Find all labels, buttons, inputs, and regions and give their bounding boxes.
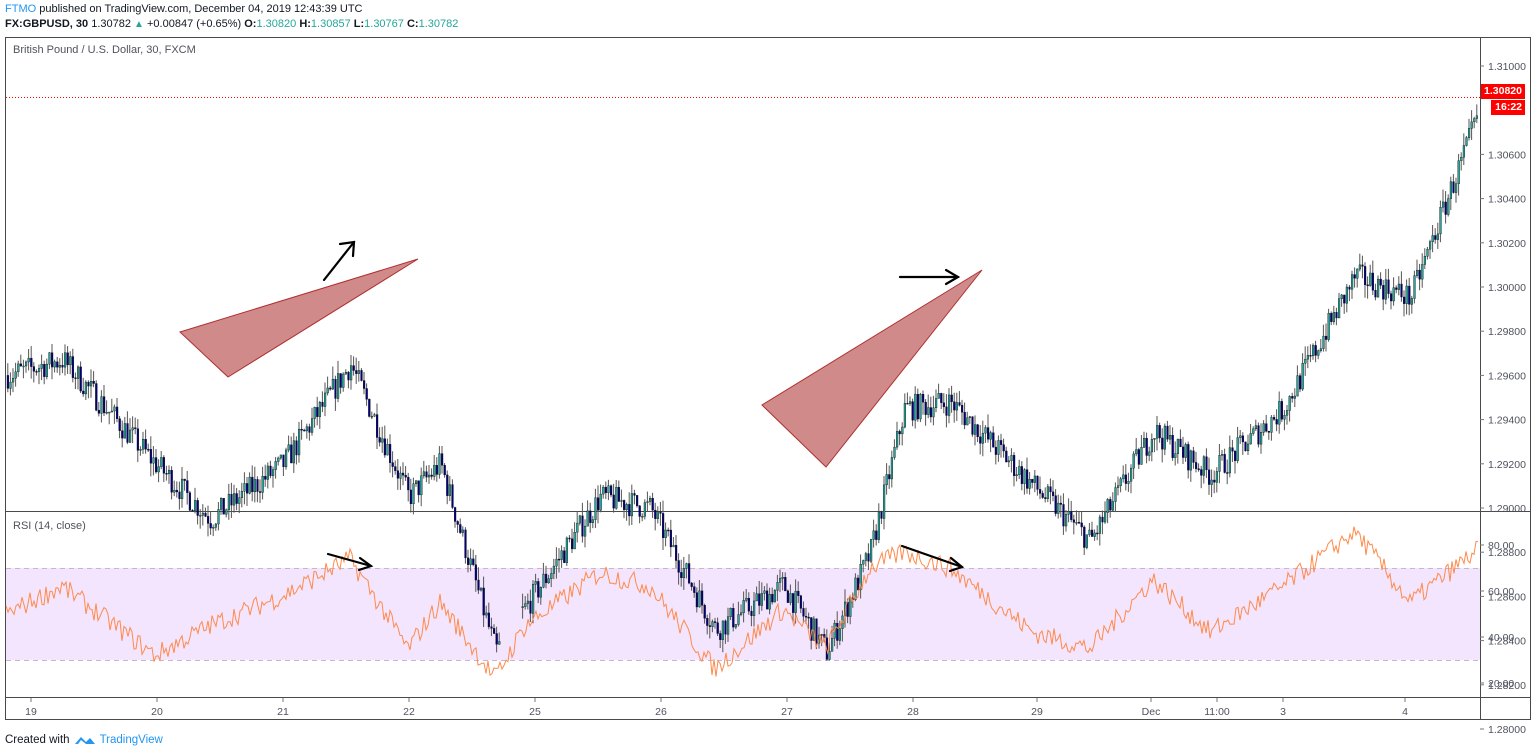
price-tick-label: 1.28000 bbox=[1488, 724, 1526, 736]
tradingview-link[interactable]: TradingView bbox=[99, 734, 163, 746]
arrow-up-right-icon[interactable] bbox=[322, 240, 356, 282]
time-tick-label: 4 bbox=[1402, 706, 1408, 718]
rsi-arrow-down-right-icon-1[interactable] bbox=[326, 552, 374, 572]
price-tick-label: 1.30400 bbox=[1488, 194, 1526, 206]
high-label: H: bbox=[299, 18, 311, 30]
countdown-tag: 16:22 bbox=[1491, 100, 1525, 115]
price-tick-label: 1.28200 bbox=[1488, 680, 1526, 692]
rising-wedge-pattern-1[interactable] bbox=[179, 258, 419, 378]
time-tick-label: 28 bbox=[907, 706, 919, 718]
price-tick-label: 1.30600 bbox=[1488, 149, 1526, 161]
rising-wedge-pattern-2[interactable] bbox=[761, 269, 983, 468]
high-value: 1.30857 bbox=[310, 18, 351, 30]
arrow-annotations bbox=[322, 240, 965, 573]
time-tick-label: 3 bbox=[1280, 706, 1286, 718]
last-price: 1.30782 bbox=[91, 18, 131, 30]
arrow-right-icon[interactable] bbox=[898, 268, 961, 286]
publisher-link[interactable]: FTMO bbox=[5, 3, 37, 15]
symbol-info-line: FX:GBPUSD, 30 1.30782 ▲ +0.00847 (+0.65%… bbox=[5, 18, 458, 30]
low-label: L: bbox=[353, 18, 365, 30]
price-tick-label: 1.31000 bbox=[1488, 61, 1526, 73]
price-tick-label: 1.28600 bbox=[1488, 591, 1526, 603]
time-tick-label: 25 bbox=[529, 706, 541, 718]
price-tick-label: 1.28400 bbox=[1488, 636, 1526, 648]
rsi-tick-label: 40.00 bbox=[1488, 632, 1514, 644]
rsi-tick-label: 80.00 bbox=[1488, 540, 1514, 552]
rsi-arrow-down-right-icon-2[interactable] bbox=[900, 544, 965, 573]
up-arrow-icon: ▲ bbox=[134, 19, 144, 30]
price-tick-label: 1.30200 bbox=[1488, 238, 1526, 250]
time-axis[interactable]: 19 20 21 22 25 26 27 28 29 Dec 11:00 3 4 bbox=[25, 698, 1408, 718]
rsi-series bbox=[5, 526, 1479, 677]
price-tick-label: 1.29600 bbox=[1488, 370, 1526, 382]
open-value: 1.30820 bbox=[256, 18, 297, 30]
price-tick-label: 1.29000 bbox=[1488, 503, 1526, 515]
time-tick-label: 29 bbox=[1031, 706, 1043, 718]
price-axis[interactable]: 1.31000 1.30600 1.30400 1.30200 1.30000 1.298… bbox=[1480, 61, 1526, 736]
chart-frame bbox=[5, 37, 1531, 720]
time-tick-label: 11:00 bbox=[1204, 706, 1230, 718]
close-value: 1.30782 bbox=[418, 18, 459, 30]
price-tick-label: 1.28800 bbox=[1488, 547, 1526, 559]
time-tick-label: 27 bbox=[781, 706, 793, 718]
published-text: published on TradingView.com, December 0… bbox=[36, 3, 363, 15]
rsi-pane-title: RSI (14, close) bbox=[13, 520, 86, 532]
low-value: 1.30767 bbox=[364, 18, 404, 30]
close-label: C: bbox=[406, 18, 419, 30]
symbol-label: FX:GBPUSD, 30 bbox=[5, 18, 89, 30]
time-tick-label: 19 bbox=[25, 706, 37, 718]
candlestick-series bbox=[6, 104, 1478, 661]
price-tick-label: 1.29200 bbox=[1488, 459, 1526, 471]
price-tick-label: 1.29800 bbox=[1488, 326, 1526, 338]
tradingview-logo-icon bbox=[74, 737, 95, 744]
price-tick-label: 1.30000 bbox=[1488, 282, 1526, 294]
price-change: +0.00847 (+0.65%) bbox=[147, 18, 242, 30]
rsi-tick-label: 20.00 bbox=[1488, 678, 1514, 690]
rsi-band bbox=[6, 568, 1480, 660]
publish-info: FTMO published on TradingView.com, Decem… bbox=[5, 3, 363, 15]
rsi-tick-label: 60.00 bbox=[1488, 586, 1514, 598]
time-tick-label: 22 bbox=[403, 706, 415, 718]
current-price-tag: 1.30820 bbox=[1481, 84, 1525, 99]
price-pane-title: British Pound / U.S. Dollar, 30, FXCM bbox=[13, 44, 196, 56]
footer: Created with TradingView bbox=[5, 734, 163, 746]
time-tick-label: 26 bbox=[655, 706, 667, 718]
open-label: O: bbox=[244, 18, 257, 30]
time-tick-label: Dec bbox=[1142, 706, 1161, 718]
created-with-label: Created with bbox=[5, 734, 70, 746]
time-tick-label: 20 bbox=[151, 706, 163, 718]
rsi-axis[interactable]: 80.00 60.00 40.00 20.00 bbox=[1480, 540, 1514, 690]
time-tick-label: 21 bbox=[277, 706, 289, 718]
price-tick-label: 1.29400 bbox=[1488, 415, 1526, 427]
